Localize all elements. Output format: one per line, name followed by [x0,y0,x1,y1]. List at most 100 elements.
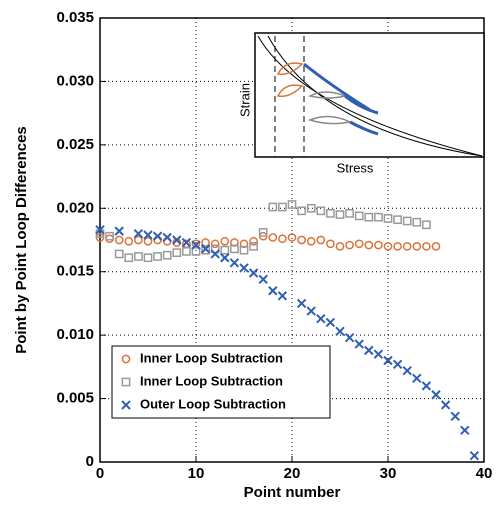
point [162,232,172,243]
point [200,244,211,254]
point [326,239,335,249]
x-tick-label: 10 [188,465,205,482]
point [287,200,297,209]
plot-frame [99,17,485,463]
point [450,411,460,422]
point [383,355,393,366]
point [249,241,258,251]
point [383,214,393,223]
point [345,209,354,218]
y-axis-label: Point by Point Loop Differences [13,126,30,354]
point [181,237,192,248]
point [402,365,412,376]
point [230,238,239,247]
point [354,239,364,249]
point [220,236,230,246]
point [201,245,210,255]
point [210,239,220,249]
point [374,212,383,222]
point [152,231,163,241]
point [364,212,374,222]
legend-marker [121,354,131,364]
point [277,291,288,301]
point [344,332,355,343]
point [373,349,384,359]
point [268,286,278,296]
point [162,250,172,260]
point [172,235,182,245]
point [316,206,326,216]
x-tick-label: 40 [476,465,493,482]
point [306,203,316,213]
point [412,373,422,383]
point [393,241,402,251]
point [143,230,153,240]
point [393,215,402,225]
point [422,241,431,251]
point [268,233,278,242]
point [335,326,345,337]
y-tick-label: 0.005 [56,390,94,407]
point [335,241,345,251]
point [296,298,307,309]
point [316,235,326,245]
point [460,425,470,435]
point [124,236,134,246]
point [258,228,268,237]
y-tick-label: 0.035 [56,9,94,26]
point [412,241,422,251]
legend-marker [121,400,131,410]
point [326,209,335,218]
point [440,400,451,410]
point [239,263,249,273]
point [210,244,220,254]
point [210,249,220,259]
inset-seg [349,120,379,136]
point [114,226,124,236]
legend-label: Outer Loop Subtraction [140,396,286,411]
point [133,228,144,239]
point [124,253,134,263]
point [316,313,326,324]
point [383,241,393,251]
point [402,241,412,251]
y-tick-label: 0 [86,453,94,470]
inset-y-label: Strain [237,83,252,117]
point [143,253,153,263]
point [182,247,191,256]
point [114,235,124,245]
point [412,217,422,227]
point [220,245,230,255]
point [421,381,432,391]
point [297,206,306,216]
point [278,202,287,212]
inset-seg [344,94,379,115]
point [287,233,297,242]
point [143,236,153,246]
point [105,231,114,241]
point [364,240,374,250]
x-tick-label: 30 [380,465,397,482]
point [249,236,258,246]
point [229,258,240,268]
point [354,211,364,221]
point [374,240,383,250]
point [191,240,201,250]
point [422,220,431,230]
point [431,390,441,400]
point [392,359,403,370]
inset-x-label: Stress [337,160,374,175]
inset-frame [254,32,485,158]
y-tick-label: 0.025 [56,136,94,153]
point [134,235,143,245]
y-tick-label: 0.015 [56,263,94,280]
legend-marker [121,377,131,387]
point [364,345,374,356]
point [306,306,316,316]
point [230,244,239,254]
legend-box [111,345,331,419]
inset-loop [276,84,304,98]
y-tick-label: 0.030 [56,72,94,89]
point [239,245,249,255]
inset-curve [257,35,483,157]
